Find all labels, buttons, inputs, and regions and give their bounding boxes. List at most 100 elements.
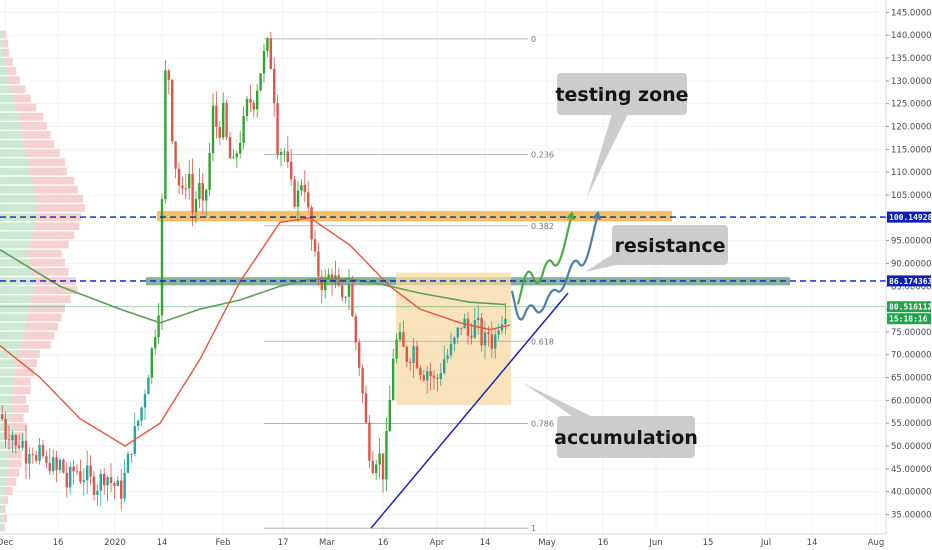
candle-down (307, 192, 310, 208)
volume-bar-up (0, 477, 7, 486)
y-tick-label[interactable]: 130.000000 (891, 77, 932, 87)
candle-up (21, 440, 24, 448)
x-tick-label[interactable]: 2020 (104, 538, 126, 548)
candle-up (327, 274, 330, 278)
x-tick-label[interactable]: 15 (703, 538, 714, 548)
x-tick-label[interactable]: Dec (0, 538, 14, 548)
y-tick-label[interactable]: 65.000000 (891, 374, 932, 384)
candle-down (177, 168, 181, 186)
volume-bar-down (1, 523, 5, 532)
candle-up (126, 453, 130, 473)
candle-up (378, 453, 381, 465)
x-axis[interactable]: Dec 16 2020 14 Feb 17 Mar 16 Apr 14 May 16 Jun 15 Jul 1… (0, 533, 932, 550)
y-tick-label[interactable]: 120.000000 (891, 123, 932, 133)
volume-bar-down (18, 112, 44, 121)
y-tick-label[interactable]: 45.000000 (891, 465, 932, 475)
volume-bar-up (0, 368, 16, 377)
volume-bar-up (0, 185, 34, 194)
candle-down (368, 422, 371, 461)
x-tick-label[interactable]: May (538, 538, 556, 548)
volume-bar-up (0, 441, 8, 450)
y-tick-label[interactable]: 105.000000 (891, 191, 932, 201)
testing-callout-tail (587, 114, 628, 197)
y-tick-label[interactable]: 135.000000 (891, 54, 932, 64)
accumulation-callout-tail (523, 383, 595, 418)
candle-down (354, 316, 357, 343)
y-axis[interactable]: 35.000000 40.000000 45.000000 50.000000 55.0… (885, 0, 932, 550)
candle-up (375, 464, 378, 474)
volume-bar-up (0, 295, 31, 304)
candle-up (453, 337, 456, 344)
volume-bar-up (0, 112, 19, 121)
x-tick-label[interactable]: 14 (157, 538, 168, 548)
y-tick-label[interactable]: 70.000000 (891, 351, 932, 361)
volume-bar-down (35, 213, 82, 221)
volume-bar-up (0, 468, 8, 477)
volume-bar-down (13, 377, 31, 386)
candle-down (89, 465, 92, 477)
candle-down (470, 335, 473, 338)
candle-up (140, 407, 143, 421)
x-tick-label[interactable]: Jul (760, 538, 771, 548)
x-tick-label[interactable]: Mar (319, 538, 336, 548)
trendline-group[interactable] (370, 292, 569, 529)
volume-bar-up (0, 167, 29, 176)
x-tick-label[interactable]: Aug (868, 538, 885, 548)
level-price-tag-bg (887, 211, 931, 223)
y-tick-label[interactable]: 60.000000 (891, 396, 932, 406)
candle-up (477, 317, 480, 321)
horizontal-lines[interactable] (0, 216, 886, 308)
y-tick-label[interactable]: 125.000000 (891, 100, 932, 110)
candle-down (487, 332, 490, 335)
candle-down (65, 472, 68, 488)
callouts: testing zone resistance accumulation (523, 73, 728, 458)
y-tick-label[interactable]: 95.000000 (891, 237, 932, 247)
y-tick-label[interactable]: 40.000000 (891, 488, 932, 498)
x-tick-label[interactable]: Apr (430, 538, 445, 548)
candle-down (286, 151, 289, 163)
x-tick-label[interactable]: 14 (480, 538, 491, 548)
x-tick-label[interactable]: 17 (278, 538, 289, 548)
candle-down (184, 188, 187, 190)
volume-bar-up (0, 204, 38, 212)
candle-down (320, 276, 323, 291)
y-tick-label[interactable]: 55.000000 (891, 419, 932, 429)
y-tick-label[interactable]: 115.000000 (891, 145, 932, 155)
candle-down (364, 393, 368, 423)
candle-up (456, 327, 459, 338)
y-tick-label[interactable]: 145.000000 (891, 8, 932, 18)
y-tick-label[interactable]: 75.000000 (891, 328, 932, 338)
volume-bar-down (16, 359, 38, 368)
candle-down (24, 440, 28, 464)
y-tick-label[interactable]: 35.000000 (891, 510, 932, 520)
volume-bar-down (3, 496, 9, 504)
candle-up (198, 183, 201, 200)
x-tick-label[interactable]: 16 (378, 538, 389, 548)
volume-bar-up (0, 67, 7, 75)
y-tick-label[interactable]: 50.000000 (891, 442, 932, 452)
ascending-trendline[interactable] (370, 292, 569, 529)
y-tick-label[interactable]: 85.000000 (891, 282, 932, 292)
x-tick-label[interactable]: 16 (598, 538, 609, 548)
candle-up (143, 394, 147, 408)
y-tick-label[interactable]: 90.000000 (891, 259, 932, 269)
candle-up (266, 38, 269, 51)
volume-bar-down (5, 487, 13, 495)
volume-bar-down (15, 103, 37, 112)
candle-up (439, 373, 442, 379)
x-tick-label[interactable]: 16 (53, 538, 64, 548)
volume-bar-up (0, 487, 6, 495)
volume-bar-up (0, 58, 6, 66)
y-tick-label[interactable]: 140.000000 (891, 31, 932, 41)
x-tick-label[interactable]: 14 (807, 538, 818, 548)
y-tick-label[interactable]: 110.000000 (891, 168, 932, 178)
candlesticks (1, 32, 507, 510)
x-tick-label[interactable]: Feb (215, 538, 230, 548)
candle-down (103, 473, 106, 486)
volume-bar-up (0, 404, 13, 413)
candle-up (211, 105, 215, 154)
level-price-tag-text: 100.149286 (889, 213, 932, 222)
testing-callout-box (557, 73, 687, 115)
x-tick-label[interactable]: Jun (648, 538, 662, 548)
